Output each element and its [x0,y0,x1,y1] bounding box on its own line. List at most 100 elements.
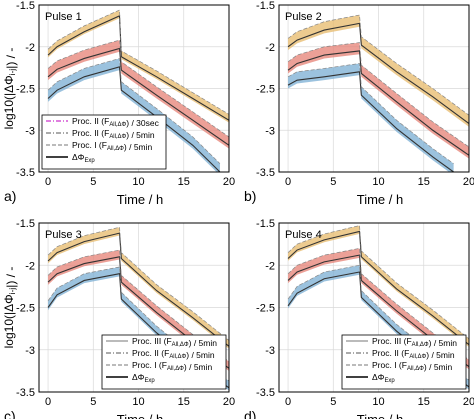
x-tick-label: 5 [90,396,96,408]
y-tick-label: -2.5 [256,84,275,96]
x-tick-label: 15 [418,176,430,188]
series-upper-line-1 [287,14,469,116]
x-tick-label: 10 [372,396,384,408]
y-tick-label: -3.5 [16,167,35,179]
series-band-3 [288,63,454,172]
y-tick-label: -3 [265,345,275,357]
series-line-2 [287,50,469,156]
x-tick-label: 20 [463,176,474,188]
x-axis-label: Time / h [357,412,403,419]
y-tick-label: -3.5 [256,387,275,399]
legend-box [41,114,167,170]
x-tick-label: 20 [223,396,235,408]
y-tick-label: -2 [25,42,35,54]
legend-entry: ΔΦExp [132,372,155,384]
y-tick-label: -2.5 [256,303,275,315]
y-tick-label: -3.5 [16,387,35,399]
y-tick-label: -1.5 [256,0,275,12]
panel-letter: b) [244,188,256,204]
y-tick-label: -3 [265,125,275,137]
inset-title: Pulse 4 [285,229,322,241]
x-tick-label: 5 [90,176,96,188]
legend-entry: Proc. II (FAll,ΔΦ) / 5min [372,348,455,360]
plot-frame [38,4,230,173]
legend-entry: Proc. III (FAll,ΔΦ) / 5min [372,336,457,348]
series-line-2 [47,47,229,146]
y-tick-label: -2 [25,260,35,272]
x-tick-label: 20 [463,396,474,408]
y-axis-label: log10(|ΔΦi-j|) / - [2,48,18,130]
legend-entry: Proc. I (FAll,ΔΦ) / 5min [132,360,213,372]
legend-box [341,334,467,390]
y-tick-label: -1.5 [16,218,35,230]
x-tick-label: 10 [132,176,144,188]
series-upper-line-2 [47,249,229,362]
series-line-1 [287,22,469,125]
series-group [287,14,469,172]
legend-entry: ΔΦExp [372,372,395,384]
y-tick-label: -3 [25,125,35,137]
x-tick-label: 10 [372,176,384,188]
series-upper-line-3 [287,63,454,164]
chart-panel-3: 0 5 10 15 20 -1.5 -2 -2.5 -3 -3.5 Pulse 3 Time / h c… [2,218,235,419]
y-tick-label: -3 [25,345,35,357]
y-tick-label: -1.5 [16,0,35,12]
x-tick-label: 10 [132,396,144,408]
y-tick-label: -2.5 [16,303,35,315]
panel-letter: c) [4,408,16,419]
x-tick-label: 5 [330,176,336,188]
series-upper-line-1 [287,225,469,340]
y-axis-label: log10(|ΔΦi-j|) / - [2,267,18,349]
series-line-3 [47,66,221,172]
series-upper-line-1 [47,226,229,341]
legend-entry: Proc. I (FAll,ΔΦ) / 5min [372,360,453,372]
x-tick-label: 20 [223,176,235,188]
legend-entry: Proc. II (FAll,ΔΦ) / 5min [132,348,215,360]
legend-box [101,334,227,390]
x-tick-label: 15 [178,396,190,408]
series-upper-line-1 [47,9,229,115]
inset-title: Pulse 1 [45,11,82,23]
series-upper-line-2 [287,247,469,361]
x-tick-label: 15 [178,176,190,188]
legend-entry: Proc. III (FAll,ΔΦ) / 5min [132,336,217,348]
x-axis-label: Time / h [117,412,163,419]
series-line-3 [287,71,454,172]
y-tick-label: -1.5 [256,218,275,230]
series-group [47,9,229,172]
plot-frame [38,222,230,393]
chart-panel-2: 0 5 10 15 20 -1.5 -2 -2.5 -3 -3.5 Pulse 2 Time / h b… [244,0,474,207]
y-tick-label: -2 [265,42,275,54]
x-tick-label: 0 [285,176,291,188]
series-band-2 [288,42,469,159]
legend-entry: ΔΦExp [72,152,95,164]
x-axis-label: Time / h [357,192,403,207]
y-tick-label: -2.5 [16,84,35,96]
series-line-1 [47,232,229,347]
legend-entry: Proc. II (FAll,ΔΦ) / 30sec [72,116,160,128]
x-tick-label: 0 [45,176,51,188]
x-tick-label: 0 [285,396,291,408]
legend-entry: Proc. I (FAll,ΔΦ) / 5min [72,140,153,152]
y-tick-label: -3.5 [256,167,275,179]
x-axis-label: Time / h [117,192,163,207]
y-tick-label: -2 [265,260,275,272]
series-upper-line-2 [287,42,469,148]
x-tick-label: 15 [418,396,430,408]
inset-title: Pulse 2 [285,11,322,23]
panel-letter: a) [4,188,16,204]
x-tick-label: 5 [330,396,336,408]
x-tick-label: 0 [45,396,51,408]
plot-frame [278,4,470,173]
series-line-1 [287,230,469,346]
series-upper-line-3 [47,57,221,164]
panel-letter: d) [244,408,256,419]
chart-panel-1: 0 5 10 15 20 -1.5 -2 -2.5 -3 -3.5 Pulse 1 Time / h a… [2,0,235,207]
inset-title: Pulse 3 [45,229,82,241]
plot-frame [278,222,470,393]
chart-panel-4: 0 5 10 15 20 -1.5 -2 -2.5 -3 -3.5 Pulse 4 Time / h d… [244,218,474,419]
